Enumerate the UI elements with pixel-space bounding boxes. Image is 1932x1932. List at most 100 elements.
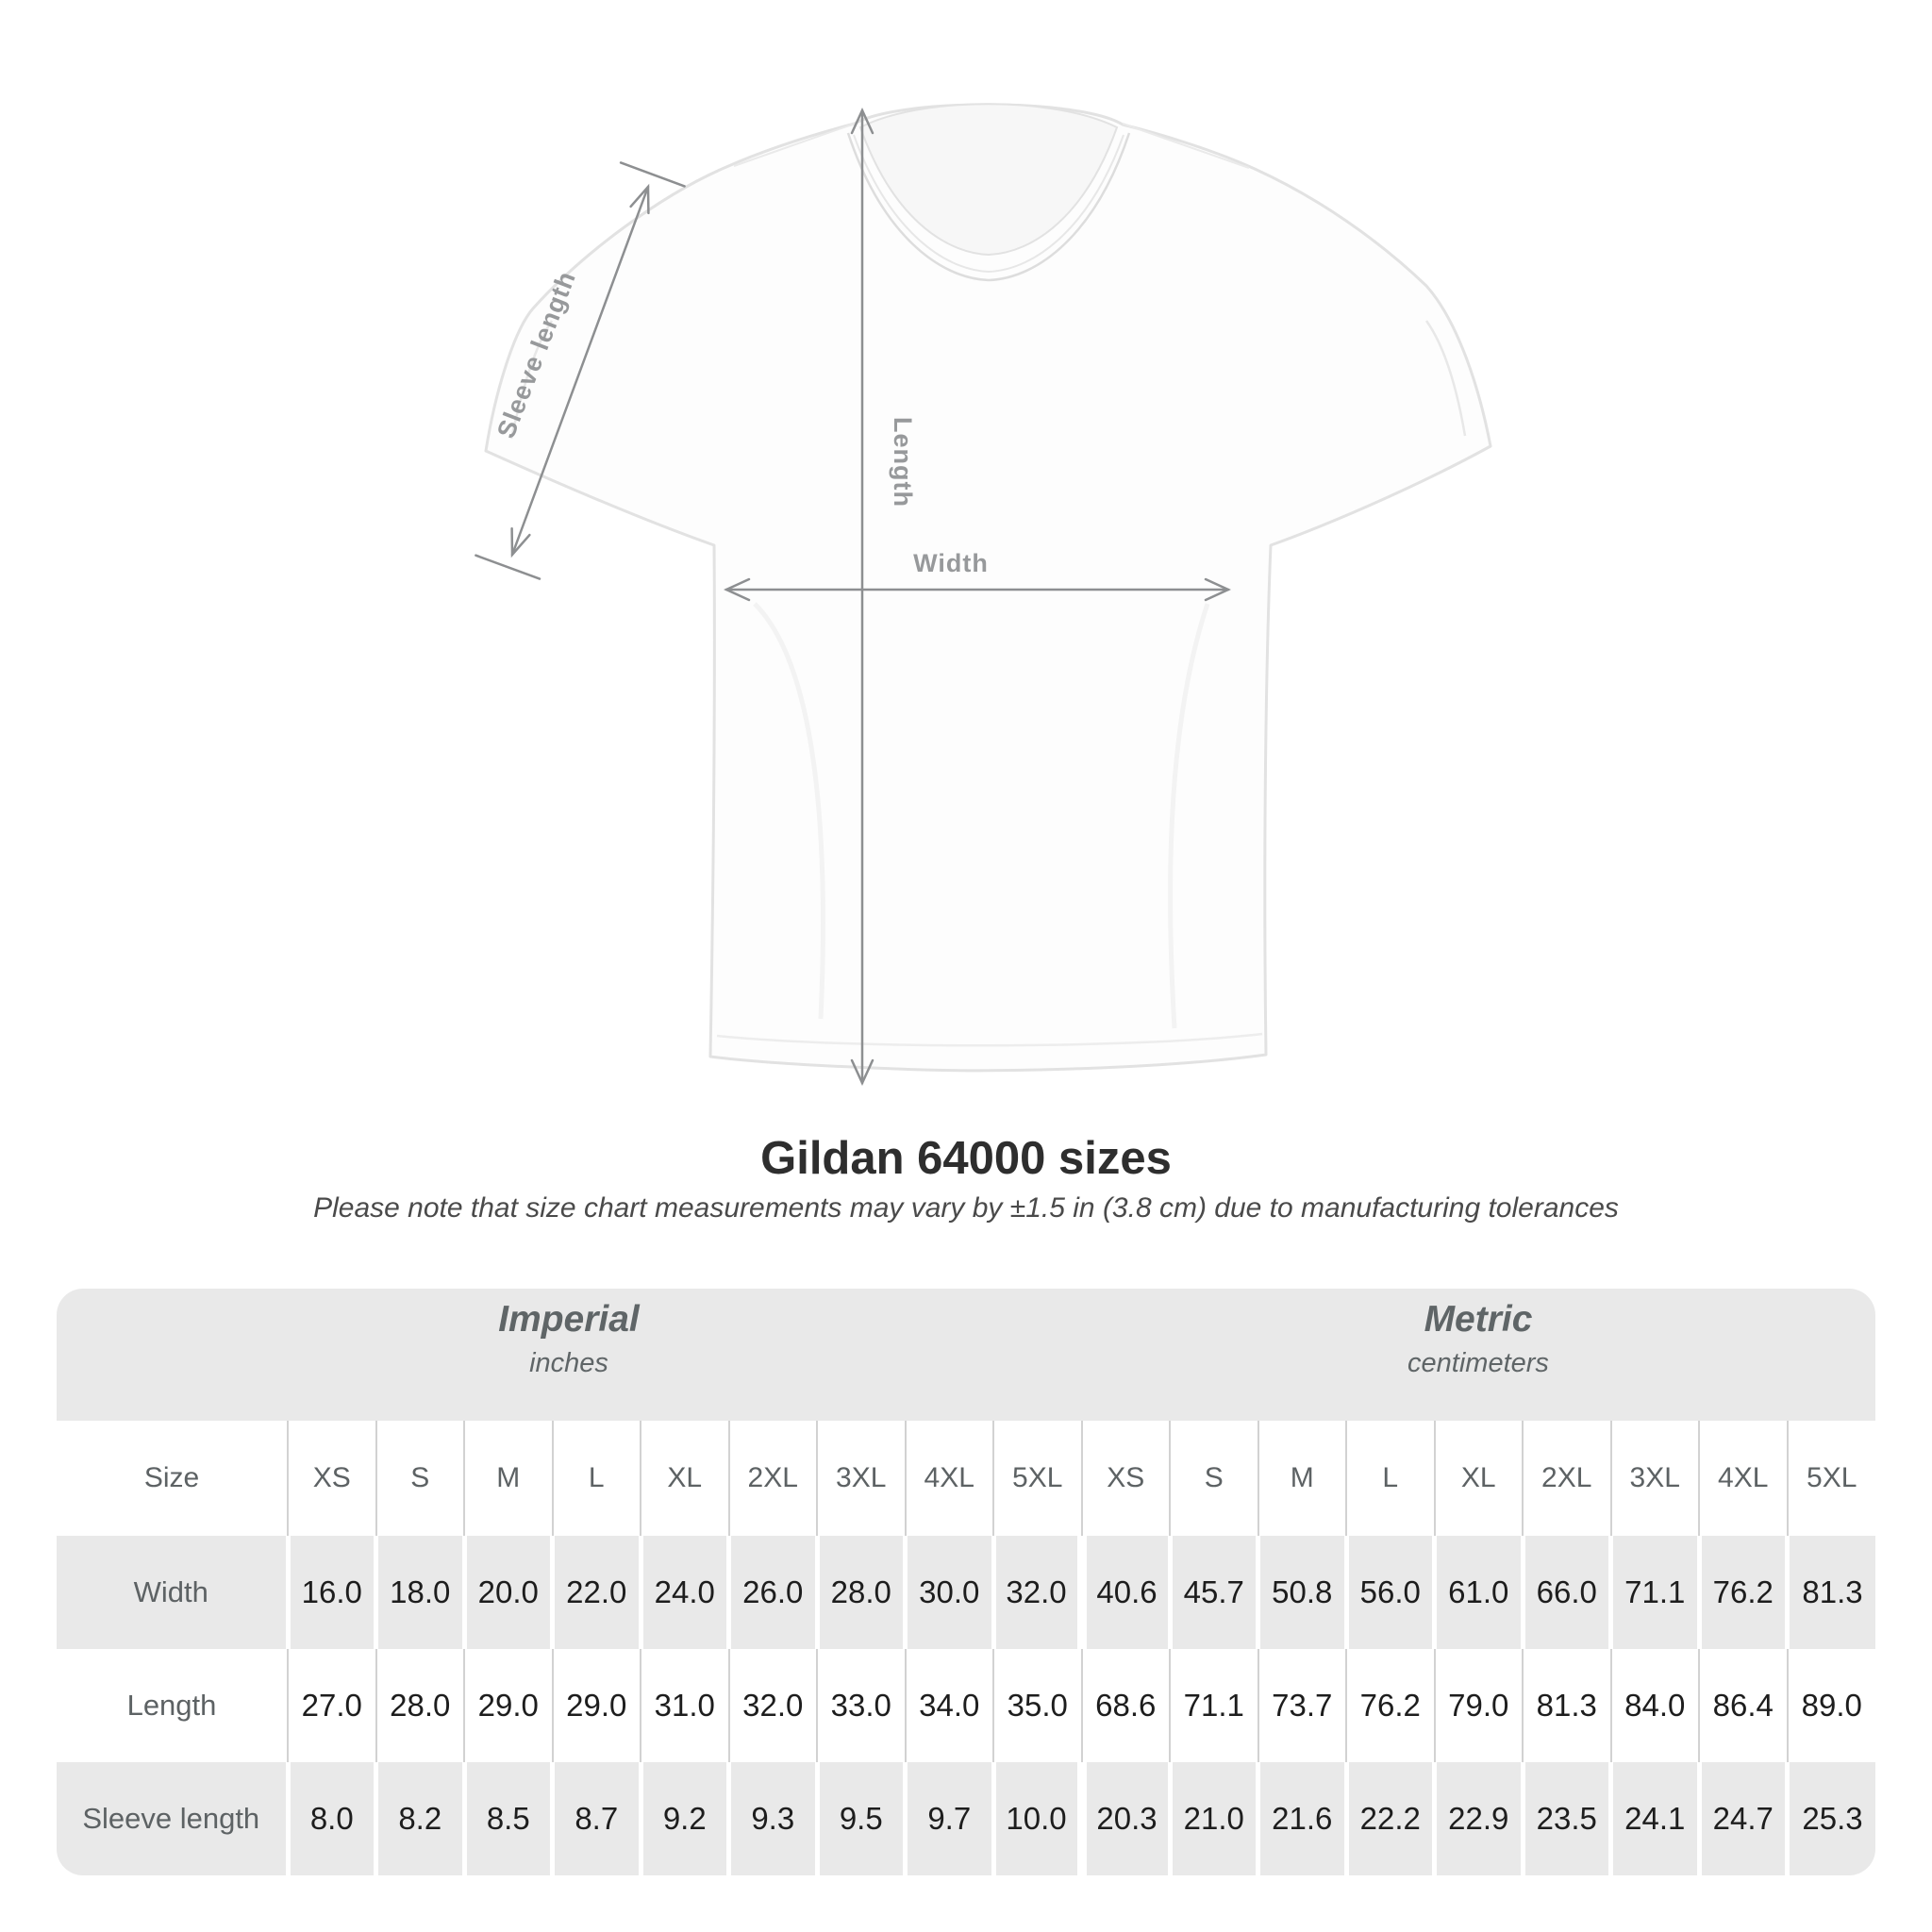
measurement-value: 66.0 bbox=[1520, 1536, 1611, 1649]
measurement-value: 86.4 bbox=[1698, 1649, 1788, 1762]
measurement-value: 76.2 bbox=[1345, 1649, 1435, 1762]
size-col-header-metric-s: S bbox=[1169, 1421, 1258, 1536]
measurement-value: 23.5 bbox=[1520, 1762, 1611, 1875]
size-col-header-imperial-xs: XS bbox=[287, 1421, 376, 1536]
length-arrow bbox=[850, 107, 874, 1087]
measurement-value: 40.6 bbox=[1076, 1536, 1170, 1649]
measurement-value: 56.0 bbox=[1343, 1536, 1435, 1649]
size-col-header-metric-m: M bbox=[1257, 1421, 1346, 1536]
measurement-value: 8.2 bbox=[374, 1762, 464, 1875]
measurement-value: 89.0 bbox=[1786, 1649, 1875, 1762]
metric-unit: centimeters bbox=[1407, 1347, 1549, 1378]
measurement-value: 76.2 bbox=[1696, 1536, 1788, 1649]
measurement-value: 29.0 bbox=[551, 1649, 641, 1762]
measurement-value: 24.0 bbox=[638, 1536, 729, 1649]
size-col-header-metric-l: L bbox=[1345, 1421, 1435, 1536]
collar-stitch bbox=[853, 134, 1124, 274]
size-col-header-imperial-xl: XL bbox=[640, 1421, 729, 1536]
measurement-value: 73.7 bbox=[1257, 1649, 1346, 1762]
measurement-value: 50.8 bbox=[1256, 1536, 1346, 1649]
measurement-value: 9.5 bbox=[814, 1762, 906, 1875]
tshirt-graphic bbox=[484, 103, 1492, 1073]
measurement-value: 9.7 bbox=[903, 1762, 993, 1875]
imperial-header: Imperial inches bbox=[57, 1289, 1081, 1421]
sleeve-seam-right bbox=[1424, 320, 1467, 437]
size-table: Imperial inches Metric centimeters Size X… bbox=[57, 1289, 1875, 1875]
measurement-value: 32.0 bbox=[991, 1536, 1082, 1649]
measurement-value: 22.2 bbox=[1343, 1762, 1435, 1875]
measurement-value: 8.7 bbox=[550, 1762, 641, 1875]
measurement-value: 20.3 bbox=[1076, 1762, 1170, 1875]
tshirt-body bbox=[484, 103, 1492, 1073]
measurement-value: 79.0 bbox=[1433, 1649, 1523, 1762]
row-label: Length bbox=[57, 1649, 288, 1762]
measurement-value: 29.0 bbox=[463, 1649, 553, 1762]
sleeve-length-arrow bbox=[475, 161, 686, 580]
measurement-value: 71.1 bbox=[1608, 1536, 1699, 1649]
size-grid: Size XS S M L XL 2XL 3XL 4XL 5XL XS S M L XL 2XL 3XL 4XL 5… bbox=[57, 1421, 1875, 1875]
measurement-value: 9.3 bbox=[726, 1762, 817, 1875]
collar-seam bbox=[846, 132, 1131, 282]
measurement-value: 22.0 bbox=[550, 1536, 641, 1649]
measurement-value: 28.0 bbox=[375, 1649, 464, 1762]
unit-header-band: Imperial inches Metric centimeters bbox=[57, 1289, 1875, 1421]
imperial-unit: inches bbox=[529, 1347, 608, 1378]
measurement-value: 8.5 bbox=[461, 1762, 553, 1875]
size-col-header-imperial-m: M bbox=[463, 1421, 553, 1536]
measurement-value: 22.9 bbox=[1432, 1762, 1523, 1875]
measurement-value: 21.6 bbox=[1256, 1762, 1346, 1875]
measurement-value: 34.0 bbox=[904, 1649, 993, 1762]
fabric-fold bbox=[1168, 603, 1210, 1029]
row-label: Width bbox=[57, 1536, 288, 1649]
page-title: Gildan 64000 sizes bbox=[760, 1133, 1172, 1184]
measurement-value: 21.0 bbox=[1167, 1762, 1258, 1875]
metric-header: Metric centimeters bbox=[1081, 1289, 1875, 1421]
size-col-header-metric-xl: XL bbox=[1433, 1421, 1523, 1536]
row-label: Sleeve length bbox=[57, 1762, 288, 1875]
imperial-title: Imperial bbox=[498, 1299, 640, 1340]
size-col-header-metric-4xl: 4XL bbox=[1698, 1421, 1788, 1536]
size-col-header-metric-2xl: 2XL bbox=[1522, 1421, 1611, 1536]
measurement-value: 84.0 bbox=[1609, 1649, 1699, 1762]
shoulder-seam-left bbox=[733, 123, 856, 167]
measurement-value: 9.2 bbox=[638, 1762, 729, 1875]
size-col-header-metric-xs: XS bbox=[1080, 1421, 1170, 1536]
measurement-value: 24.1 bbox=[1608, 1762, 1699, 1875]
measurement-value: 35.0 bbox=[992, 1649, 1082, 1762]
size-col-header-imperial-l: L bbox=[551, 1421, 641, 1536]
width-arrow bbox=[723, 577, 1232, 602]
measurement-value: 24.7 bbox=[1696, 1762, 1788, 1875]
measurement-value: 45.7 bbox=[1167, 1536, 1258, 1649]
measurement-value: 8.0 bbox=[285, 1762, 376, 1875]
hem-stitch bbox=[716, 1032, 1263, 1047]
measurement-row: Length 27.0 28.0 29.0 29.0 31.0 32.0 33.0 34.0 35… bbox=[57, 1649, 1875, 1762]
size-header-row: Size XS S M L XL 2XL 3XL 4XL 5XL XS S M L XL 2XL 3XL 4XL 5… bbox=[57, 1421, 1875, 1536]
size-column-header: Size bbox=[57, 1421, 288, 1536]
measurement-value: 28.0 bbox=[814, 1536, 906, 1649]
size-col-header-metric-5xl: 5XL bbox=[1786, 1421, 1875, 1536]
measurement-value: 33.0 bbox=[816, 1649, 906, 1762]
measurement-value: 25.3 bbox=[1785, 1762, 1875, 1875]
measurement-value: 26.0 bbox=[726, 1536, 817, 1649]
measurement-value: 31.0 bbox=[640, 1649, 729, 1762]
sleeve-seam-left bbox=[509, 320, 554, 440]
size-col-header-imperial-3xl: 3XL bbox=[816, 1421, 906, 1536]
fabric-fold bbox=[753, 602, 825, 1020]
measurement-value: 16.0 bbox=[285, 1536, 376, 1649]
measurement-value: 71.1 bbox=[1169, 1649, 1258, 1762]
measurement-value: 61.0 bbox=[1432, 1536, 1523, 1649]
measurement-value: 10.0 bbox=[991, 1762, 1082, 1875]
measurement-value: 81.3 bbox=[1785, 1536, 1875, 1649]
measurement-value: 27.0 bbox=[287, 1649, 376, 1762]
size-col-header-imperial-4xl: 4XL bbox=[904, 1421, 993, 1536]
measurement-row: Width 16.0 18.0 20.0 22.0 24.0 26.0 28.0 30.0 32.… bbox=[57, 1536, 1875, 1649]
width-label: Width bbox=[913, 549, 989, 577]
measurement-value: 81.3 bbox=[1522, 1649, 1611, 1762]
measurement-value: 68.6 bbox=[1080, 1649, 1170, 1762]
size-col-header-imperial-2xl: 2XL bbox=[727, 1421, 817, 1536]
measurement-value: 30.0 bbox=[903, 1536, 993, 1649]
tshirt-measurement-diagram: Length Width Sleeve length bbox=[475, 103, 1492, 1087]
measurement-value: 18.0 bbox=[374, 1536, 464, 1649]
page-subtitle: Please note that size chart measurements… bbox=[313, 1192, 1619, 1224]
size-col-header-imperial-5xl: 5XL bbox=[992, 1421, 1082, 1536]
